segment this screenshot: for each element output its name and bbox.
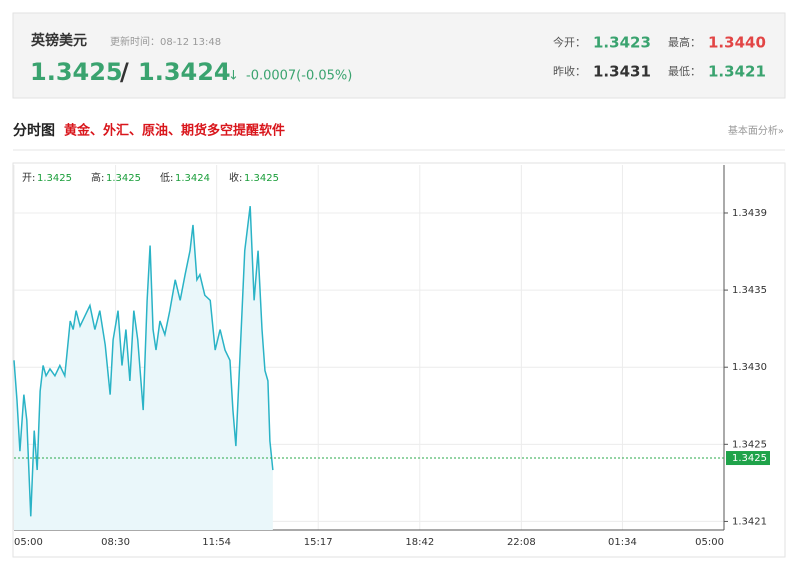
- stat-label: 昨收：: [553, 64, 586, 78]
- stat-value: 1.3431: [593, 63, 651, 81]
- ohlc-value: 1.3425: [244, 173, 279, 184]
- ask: 1.3424: [138, 58, 231, 86]
- section-title: 分时图: [13, 122, 55, 139]
- plot: 1.3421 1.3425 1.3430 1.3435 1.3439 05:00 08:30…: [13, 165, 770, 548]
- y-tick-label: 1.3439: [732, 208, 767, 219]
- separator: /: [120, 58, 129, 86]
- x-tick-label: 05:00: [14, 537, 43, 548]
- ohlc-label: 开:: [22, 173, 35, 184]
- x-tick-label: 11:54: [202, 537, 231, 548]
- stats: 今开： 1.3423 最高： 1.3440 昨收： 1.3431 最低： 1.3421: [553, 34, 766, 81]
- ohlc-label: 收:: [229, 171, 242, 184]
- ohlc-value: 1.3424: [175, 173, 210, 184]
- stat-label: 最低：: [668, 65, 701, 78]
- y-tick-label: 1.3425: [732, 439, 767, 450]
- stat-value: 1.3423: [593, 34, 651, 52]
- ohlc-value: 1.3425: [37, 173, 72, 184]
- y-tick-label: 1.3435: [732, 285, 767, 296]
- x-tick-label: 08:30: [101, 537, 130, 548]
- arrow: ↓: [228, 69, 239, 84]
- stat-label: 今开：: [553, 35, 586, 49]
- x-tick-label: 22:08: [507, 537, 536, 548]
- ohlc: 开: 1.3425 高: 1.3425 低: 1.3424 收: 1.3425: [22, 171, 279, 184]
- chart-box: [12, 162, 786, 558]
- stat-value: 1.3440: [708, 34, 766, 52]
- x-tick-label: 18:42: [405, 537, 434, 548]
- fundamental-link[interactable]: 基本面分析»: [728, 124, 784, 137]
- update-time: 更新时间：08-12 13:48: [110, 35, 221, 48]
- y-tick-label: 1.3430: [732, 362, 767, 373]
- x-tick-label: 05:00: [695, 537, 724, 548]
- x-tick-label: 01:34: [608, 537, 637, 548]
- last-price-box: [726, 451, 770, 466]
- stat-value: 1.3421: [708, 63, 766, 81]
- y-tick-label: 1.3421: [732, 516, 767, 527]
- area: [14, 206, 273, 530]
- bid: 1.3425: [30, 58, 123, 86]
- change: -0.0007(-0.05%): [246, 69, 352, 84]
- pair-name: 英镑美元: [30, 32, 87, 49]
- ohlc-value: 1.3425: [106, 173, 141, 184]
- header-box: [12, 12, 786, 99]
- last-price-label: 1.3425: [732, 453, 767, 464]
- ohlc-label: 高:: [91, 171, 104, 184]
- ohlc-label: 低:: [160, 171, 173, 184]
- price-line: [13, 206, 274, 517]
- stat-label: 最高：: [668, 35, 701, 49]
- promo-link[interactable]: 黄金、外汇、原油、期货多空提醒软件: [64, 123, 285, 139]
- x-tick-label: 15:17: [304, 537, 333, 548]
